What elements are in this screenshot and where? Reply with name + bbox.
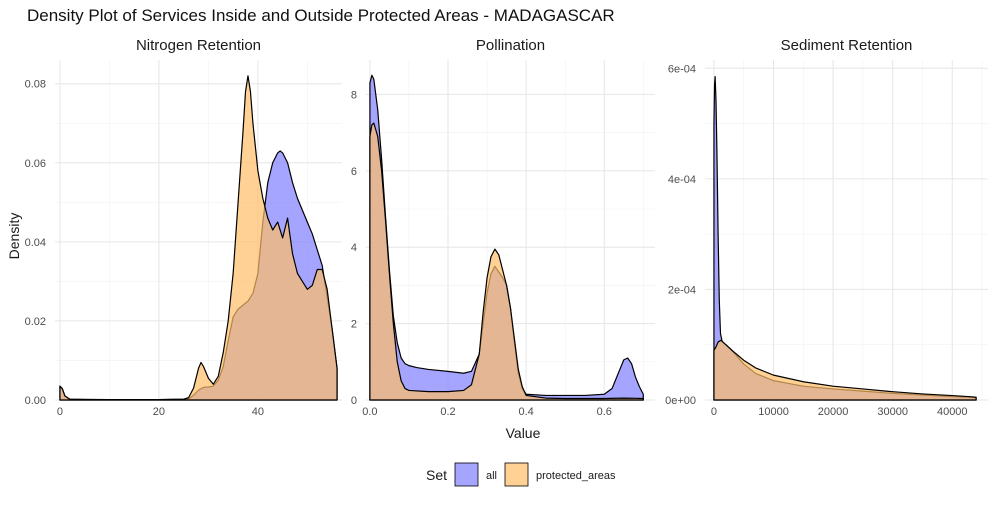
y-tick-label: 0.00	[25, 395, 46, 407]
density-area-all	[713, 75, 977, 401]
y-axis-label: Density	[6, 213, 22, 260]
legend-label-all: all	[486, 470, 497, 482]
x-tick-label: 0.0	[362, 406, 377, 418]
x-tick-label: 10000	[758, 406, 789, 418]
density-area-protected-areas	[369, 122, 644, 401]
y-tick-label: 0	[351, 395, 357, 407]
x-tick-label: 0.2	[440, 406, 455, 418]
legend-swatch-all	[454, 462, 479, 487]
y-tick-label: 0.04	[25, 237, 46, 249]
legend-swatch-protected-areas	[504, 462, 529, 487]
y-tick-label: 2e-04	[668, 284, 696, 296]
x-tick-label: 40	[252, 406, 264, 418]
y-tick-label: 2	[351, 319, 357, 331]
y-tick-label: 4e-04	[668, 174, 696, 186]
y-tick-label: 6	[351, 166, 357, 178]
y-tick-label: 0.02	[25, 316, 46, 328]
density-area-protected-areas	[713, 339, 977, 401]
legend-label-protected-areas: protected_areas	[536, 470, 616, 482]
y-tick-label: 4	[351, 242, 357, 254]
x-tick-label: 0	[57, 406, 63, 418]
chart-title: Density Plot of Services Inside and Outs…	[27, 6, 615, 25]
facet-pollination: Pollination 0.0 0.2 0.4 0.6 0 2 4 6 8	[351, 37, 655, 418]
facet-title-pollination: Pollination	[476, 37, 545, 54]
x-tick-label: 20000	[818, 406, 849, 418]
x-tick-label: 0.4	[518, 406, 533, 418]
x-tick-label: 40000	[937, 406, 968, 418]
legend: Set all protected_areas	[426, 462, 616, 487]
x-tick-label: 0	[711, 406, 717, 418]
y-tick-label: 0.06	[25, 158, 46, 170]
y-tick-label: 6e-04	[668, 63, 696, 75]
facet-nitrogen-retention: Nitrogen Retention 0 20 40 0.00 0.02 0.04 0.06 0…	[25, 37, 342, 418]
x-tick-label: 0.6	[597, 406, 612, 418]
x-tick-label: 20	[153, 406, 165, 418]
y-tick-label: 0.08	[25, 79, 46, 91]
y-tick-label: 0e+00	[665, 395, 696, 407]
x-tick-label: 30000	[877, 406, 908, 418]
density-area-protected-areas	[59, 75, 338, 401]
facet-title-sediment-retention: Sediment Retention	[781, 37, 913, 54]
y-tick-label: 8	[351, 89, 357, 101]
facet-title-nitrogen-retention: Nitrogen Retention	[136, 37, 261, 54]
legend-title: Set	[426, 467, 447, 483]
x-axis-label: Value	[506, 425, 541, 441]
facet-sediment-retention: Sediment Retention 0 10000 20000 30000 40000 0…	[665, 37, 988, 418]
